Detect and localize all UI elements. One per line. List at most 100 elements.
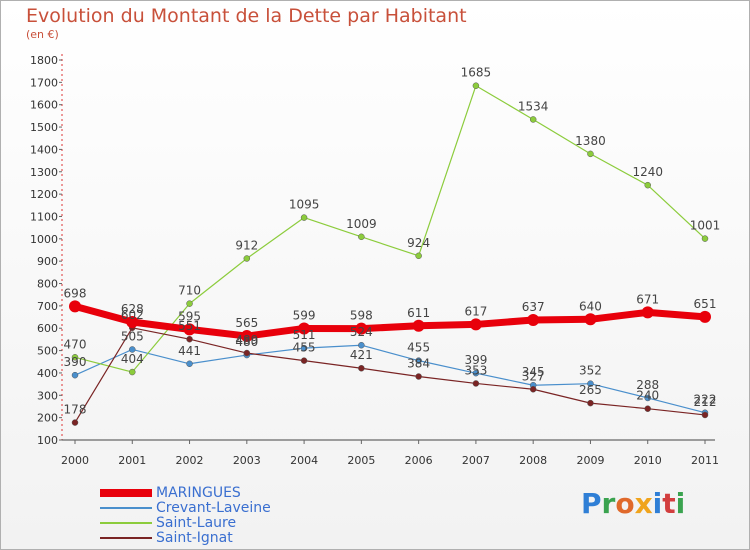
data-point — [699, 310, 711, 323]
x-tick-label: 2000 — [61, 454, 89, 467]
data-label: 671 — [636, 292, 659, 306]
x-tick-label: 2008 — [519, 454, 547, 467]
data-label: 1685 — [461, 66, 492, 80]
legend-swatch — [100, 537, 152, 539]
x-tick-label: 2002 — [176, 454, 204, 467]
data-label: 1240 — [632, 165, 663, 179]
data-label: 637 — [522, 300, 545, 314]
proxiti-logo: Proxiti — [581, 487, 685, 520]
y-tick-label: 1800 — [30, 54, 58, 67]
data-point — [243, 255, 251, 262]
data-point — [358, 364, 365, 372]
data-point — [129, 368, 136, 376]
data-point — [298, 322, 311, 335]
logo-letter: o — [615, 487, 635, 520]
data-label: 912 — [235, 238, 258, 252]
data-point — [300, 357, 308, 364]
data-point — [529, 116, 537, 123]
logo-letter: i — [652, 487, 663, 520]
data-point — [183, 323, 196, 336]
y-tick-label: 500 — [37, 345, 58, 358]
x-tick-label: 2010 — [634, 454, 662, 467]
series-line-3 — [74, 327, 706, 424]
y-tick-label: 200 — [37, 412, 58, 425]
data-point — [641, 306, 654, 319]
x-tick-label: 2004 — [290, 454, 318, 467]
data-label: 327 — [522, 369, 545, 383]
data-point — [529, 386, 537, 393]
y-tick-label: 900 — [37, 255, 58, 268]
chart-subtitle: (en €) — [26, 28, 59, 41]
logo-letter: t — [662, 487, 676, 520]
data-point — [71, 371, 79, 379]
legend-label: MARINGUES — [156, 485, 241, 501]
data-point — [415, 373, 422, 380]
data-point — [126, 315, 139, 328]
data-label: 480 — [235, 335, 258, 349]
data-label: 345 — [522, 365, 545, 379]
legend-label: Crevant-Laveine — [156, 500, 271, 516]
legend-label: Saint-Laure — [156, 515, 237, 531]
data-point — [701, 411, 709, 419]
data-point — [644, 181, 651, 189]
data-label: 628 — [121, 302, 144, 316]
data-label: 651 — [694, 297, 717, 311]
data-point — [472, 369, 480, 377]
data-label: 640 — [579, 299, 602, 313]
data-point — [358, 233, 365, 241]
data-label: 352 — [579, 364, 602, 378]
y-tick-label: 600 — [37, 322, 58, 335]
data-label: 565 — [235, 316, 258, 330]
data-label: 1380 — [575, 134, 606, 148]
logo-letter: r — [601, 487, 616, 520]
data-label: 353 — [464, 363, 487, 377]
data-label: 288 — [636, 378, 659, 392]
data-label: 595 — [178, 309, 201, 323]
y-tick-label: 1200 — [30, 188, 58, 201]
data-label: 617 — [464, 304, 487, 318]
data-label: 524 — [350, 325, 373, 339]
logo-letter: i — [675, 487, 686, 520]
data-point — [644, 405, 651, 412]
data-point — [469, 318, 482, 331]
data-point — [186, 300, 193, 307]
y-tick-label: 1300 — [30, 166, 58, 179]
data-point — [243, 349, 251, 357]
data-label: 599 — [293, 308, 316, 322]
x-tick-label: 2007 — [462, 454, 490, 467]
data-label: 470 — [64, 337, 87, 351]
data-point — [415, 357, 422, 364]
data-label: 611 — [407, 306, 430, 320]
data-point — [644, 394, 651, 402]
data-point — [587, 380, 594, 387]
y-tick-label: 400 — [37, 367, 58, 380]
logo-letter: P — [581, 487, 602, 520]
y-tick-label: 1000 — [30, 233, 58, 246]
data-point — [587, 150, 594, 158]
data-point — [129, 346, 136, 353]
data-label: 551 — [178, 319, 201, 333]
data-label: 404 — [121, 352, 144, 366]
data-label: 505 — [121, 329, 144, 343]
data-point — [358, 341, 365, 349]
data-label: 698 — [64, 286, 87, 300]
data-point — [584, 313, 597, 326]
series-line-0 — [71, 302, 709, 340]
y-tick-label: 1600 — [30, 99, 58, 112]
data-point — [412, 319, 425, 332]
data-point — [186, 335, 193, 343]
data-label: 924 — [407, 236, 430, 250]
y-tick-label: 300 — [37, 389, 58, 402]
data-label: 212 — [694, 395, 717, 409]
data-label: 455 — [293, 341, 316, 355]
data-label: 390 — [64, 355, 87, 369]
data-label: 265 — [579, 383, 602, 397]
data-label: 178 — [64, 403, 87, 417]
data-label: 222 — [694, 393, 717, 407]
y-tick-label: 800 — [37, 278, 58, 291]
series-line-2 — [74, 85, 706, 373]
legend-swatch — [100, 507, 152, 509]
x-tick-label: 2001 — [118, 454, 146, 467]
y-tick-label: 1700 — [30, 76, 58, 89]
